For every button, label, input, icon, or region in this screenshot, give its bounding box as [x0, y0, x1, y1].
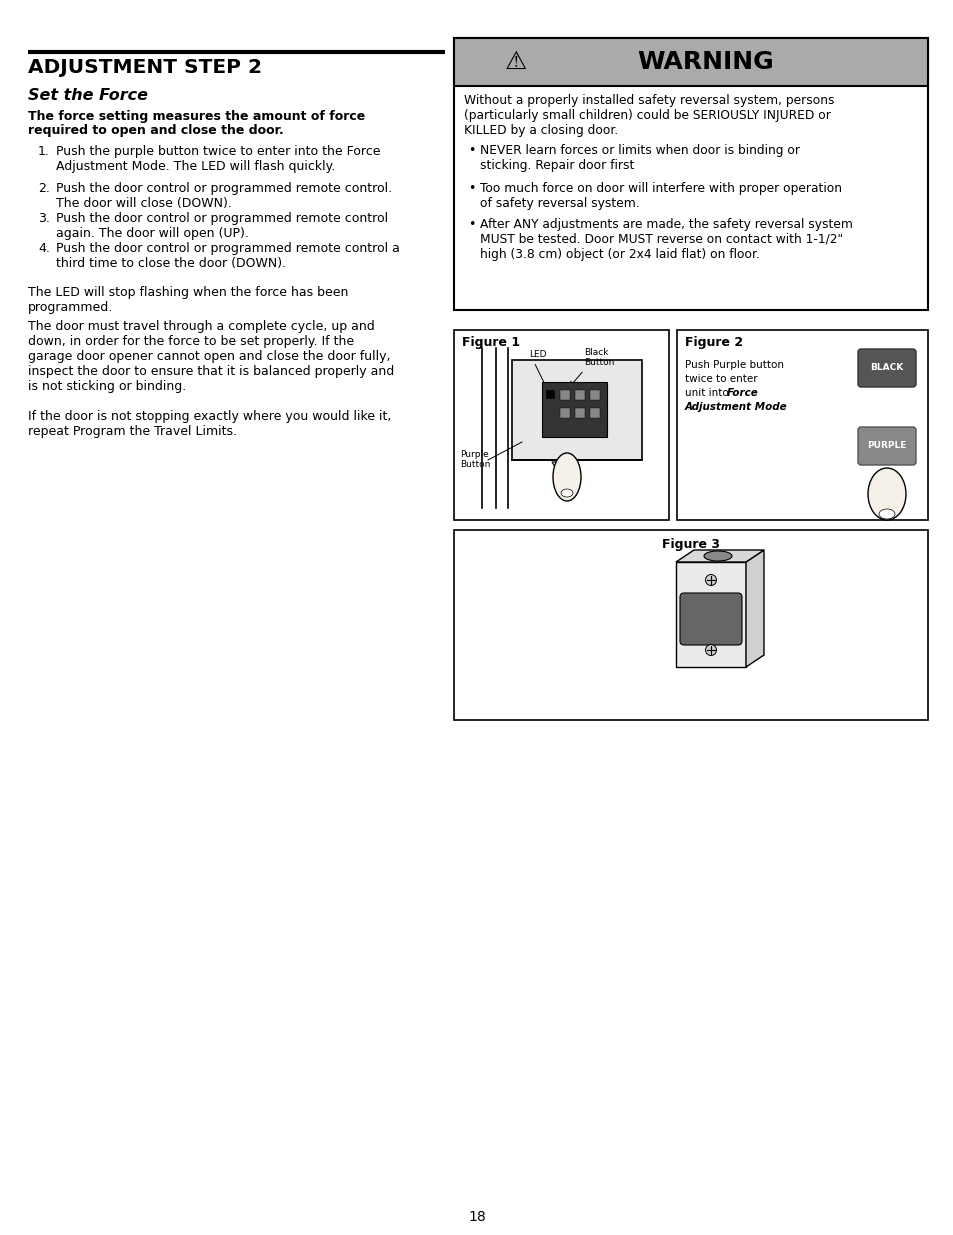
Ellipse shape — [553, 453, 580, 501]
FancyBboxPatch shape — [454, 38, 927, 310]
Text: 18: 18 — [468, 1210, 485, 1224]
Text: Without a properly installed safety reversal system, persons
(particularly small: Without a properly installed safety reve… — [463, 94, 834, 137]
FancyBboxPatch shape — [589, 390, 599, 400]
Text: Purple
Button: Purple Button — [459, 450, 490, 469]
Text: 1.: 1. — [38, 144, 50, 158]
Text: ADJUSTMENT STEP 2: ADJUSTMENT STEP 2 — [28, 58, 262, 77]
Text: PURPLE: PURPLE — [866, 441, 905, 451]
Polygon shape — [676, 550, 763, 562]
Text: The LED will stop flashing when the force has been
programmed.: The LED will stop flashing when the forc… — [28, 287, 348, 314]
Ellipse shape — [560, 489, 573, 496]
Text: Push the door control or programmed remote control
again. The door will open (UP: Push the door control or programmed remo… — [56, 212, 388, 240]
FancyBboxPatch shape — [575, 408, 584, 417]
Text: Push the door control or programmed remote control.
The door will close (DOWN).: Push the door control or programmed remo… — [56, 182, 392, 210]
Circle shape — [705, 645, 716, 656]
FancyBboxPatch shape — [679, 593, 741, 645]
Text: 3.: 3. — [38, 212, 50, 225]
FancyBboxPatch shape — [575, 390, 584, 400]
FancyBboxPatch shape — [559, 390, 569, 400]
Text: required to open and close the door.: required to open and close the door. — [28, 124, 283, 137]
Text: Adjustment Mode: Adjustment Mode — [684, 403, 787, 412]
Text: Too much force on door will interfere with proper operation
of safety reversal s: Too much force on door will interfere wi… — [479, 182, 841, 210]
FancyBboxPatch shape — [857, 427, 915, 466]
FancyBboxPatch shape — [454, 330, 668, 520]
Text: ⚠: ⚠ — [504, 49, 527, 74]
Circle shape — [705, 574, 716, 585]
Polygon shape — [745, 550, 763, 667]
Text: Push the door control or programmed remote control a
third time to close the doo: Push the door control or programmed remo… — [56, 242, 399, 270]
FancyBboxPatch shape — [676, 562, 745, 667]
Text: BLACK: BLACK — [869, 363, 902, 373]
FancyBboxPatch shape — [545, 390, 554, 398]
Text: Set the Force: Set the Force — [28, 88, 148, 103]
Text: NEVER learn forces or limits when door is binding or
sticking. Repair door first: NEVER learn forces or limits when door i… — [479, 144, 800, 172]
Text: 2.: 2. — [38, 182, 50, 195]
Text: Push the purple button twice to enter into the Force
Adjustment Mode. The LED wi: Push the purple button twice to enter in… — [56, 144, 380, 173]
FancyBboxPatch shape — [454, 530, 927, 720]
Text: The force setting measures the amount of force: The force setting measures the amount of… — [28, 110, 365, 124]
FancyBboxPatch shape — [589, 408, 599, 417]
Text: The door must travel through a complete cycle, up and
down, in order for the for: The door must travel through a complete … — [28, 320, 394, 393]
Text: 4.: 4. — [38, 242, 50, 254]
Polygon shape — [552, 462, 572, 478]
Text: Push Purple button: Push Purple button — [684, 359, 783, 370]
Text: Figure 1: Figure 1 — [461, 336, 519, 350]
Text: WARNING: WARNING — [637, 49, 774, 74]
Text: unit into: unit into — [684, 388, 731, 398]
Text: •: • — [468, 144, 475, 157]
Text: LED: LED — [529, 350, 546, 359]
Ellipse shape — [867, 468, 905, 520]
Text: If the door is not stopping exactly where you would like it,
repeat Program the : If the door is not stopping exactly wher… — [28, 410, 391, 438]
Ellipse shape — [703, 551, 731, 561]
FancyBboxPatch shape — [857, 350, 915, 387]
Text: Figure 3: Figure 3 — [661, 538, 720, 551]
FancyBboxPatch shape — [541, 382, 606, 437]
Text: Force: Force — [726, 388, 758, 398]
Text: •: • — [468, 219, 475, 231]
FancyBboxPatch shape — [512, 359, 641, 459]
FancyBboxPatch shape — [454, 38, 927, 86]
Text: •: • — [468, 182, 475, 195]
FancyBboxPatch shape — [559, 408, 569, 417]
Text: Figure 2: Figure 2 — [684, 336, 742, 350]
Text: After ANY adjustments are made, the safety reversal system
MUST be tested. Door : After ANY adjustments are made, the safe… — [479, 219, 852, 261]
Text: Black
Button: Black Button — [583, 348, 614, 367]
Ellipse shape — [878, 509, 894, 519]
FancyBboxPatch shape — [677, 330, 927, 520]
Text: twice to enter: twice to enter — [684, 374, 757, 384]
